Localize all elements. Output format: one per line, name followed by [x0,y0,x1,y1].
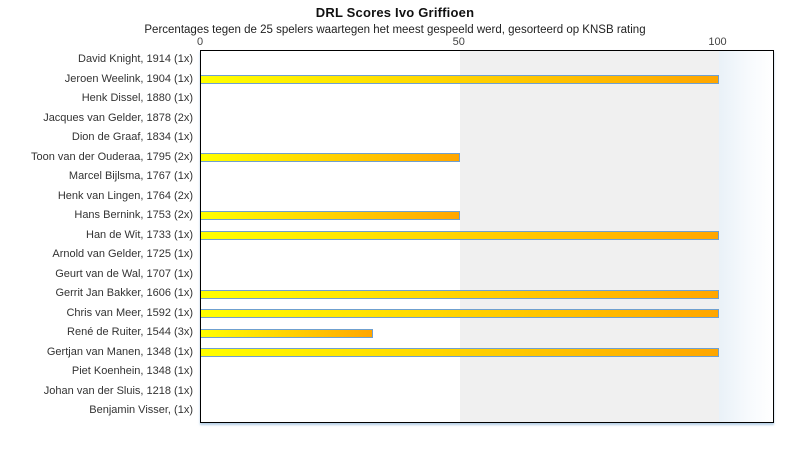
y-axis-label: Arnold van Gelder, 1725 (1x) [52,248,193,261]
y-axis: David Knight, 1914 (1x) Jeroen Weelink, 1… [0,50,193,421]
y-axis-label: Dion de Graaf, 1834 (1x) [71,131,193,144]
y-axis-label: Jeroen Weelink, 1904 (1x) [64,72,193,85]
y-axis-label: Han de Wit, 1733 (1x) [86,228,193,241]
y-axis-label: Chris van Meer, 1592 (1x) [66,306,193,319]
bar [201,348,719,358]
x-axis: 0 50 100 [196,34,772,48]
x-axis-tick-label: 0 [196,36,204,48]
y-axis-label: Gerrit Jan Bakker, 1606 (1x) [55,287,193,300]
y-axis-label: Henk Dissel, 1880 (1x) [81,92,193,105]
y-axis-label: Jacques van Gelder, 1878 (2x) [43,111,193,124]
y-axis-label: Marcel Bijlsma, 1767 (1x) [68,170,193,183]
y-axis-label: Johan van der Sluis, 1218 (1x) [43,384,193,397]
y-axis-label: Gertjan van Manen, 1348 (1x) [46,345,193,358]
x-axis-tick-label: 100 [708,36,727,48]
bar [201,328,374,338]
y-axis-label: Benjamin Visser, (1x) [89,404,193,417]
y-axis-label: René de Ruiter, 1544 (3x) [67,326,193,339]
bar [201,74,719,84]
y-axis-label: Henk van Lingen, 1764 (2x) [57,189,193,202]
y-axis-label: Geurt van de Wal, 1707 (1x) [55,267,193,280]
chart-subtitle: Percentages tegen de 25 spelers waartege… [144,24,646,36]
chart-title: DRL Scores Ivo Griffioen [315,5,475,20]
y-axis-label: Hans Bernink, 1753 (2x) [74,209,193,222]
y-axis-label: Toon van der Ouderaa, 1795 (2x) [30,150,193,163]
bar [201,231,719,240]
bar [201,289,719,299]
plot-area [200,50,774,423]
plot-band-fade [718,51,773,422]
y-axis-label: Piet Koenhein, 1348 (1x) [71,365,193,378]
x-axis-tick-label: 50 [452,36,465,48]
y-axis-label: David Knight, 1914 (1x) [78,53,193,65]
bar [201,211,460,221]
bar [201,309,719,319]
bar [201,152,460,162]
